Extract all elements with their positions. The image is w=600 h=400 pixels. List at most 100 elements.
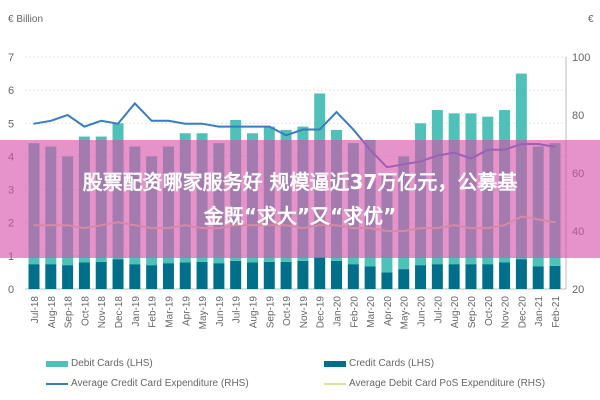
line-point bbox=[134, 102, 136, 105]
line-point bbox=[218, 125, 220, 128]
x-tick-label: Oct-20 bbox=[484, 296, 495, 326]
credit-cards-bar bbox=[331, 260, 343, 289]
left-tick-label: 6 bbox=[8, 85, 14, 97]
x-tick-label: Oct-19 bbox=[282, 296, 293, 326]
x-tick-label: Aug-19 bbox=[248, 296, 259, 329]
x-tick-label: Dec-19 bbox=[316, 296, 327, 329]
credit-cards-bar bbox=[297, 260, 309, 289]
x-tick-label: Sep-19 bbox=[265, 296, 276, 329]
headline-line-2: 金既“求大”又“求优” bbox=[203, 204, 397, 228]
x-tick-label: Aug-20 bbox=[450, 296, 461, 329]
right-tick-label: 80 bbox=[572, 110, 584, 122]
x-tick-label: Dec-18 bbox=[114, 296, 125, 329]
credit-cards-bar bbox=[515, 259, 527, 289]
credit-cards-bar bbox=[230, 260, 242, 289]
left-tick-label: 7 bbox=[8, 52, 14, 64]
line-point bbox=[251, 125, 254, 128]
x-tick-label: Nov-19 bbox=[299, 296, 310, 329]
x-tick-label: May-20 bbox=[400, 296, 411, 330]
x-tick-label: May-19 bbox=[198, 296, 209, 330]
x-tick-label: Apr-20 bbox=[383, 296, 394, 326]
line-point bbox=[318, 128, 321, 131]
legend-debit-cards: Debit Cards (LHS) bbox=[46, 358, 153, 369]
x-tick-label: Jun-19 bbox=[215, 296, 226, 327]
line-point bbox=[285, 134, 287, 137]
line-point bbox=[150, 120, 153, 122]
credit-cards-bar bbox=[482, 264, 494, 289]
legend-label: Debit Cards (LHS) bbox=[71, 358, 153, 369]
legend-label: Average Debit Card PoS Expenditure (RHS) bbox=[349, 378, 546, 389]
line-point bbox=[302, 128, 304, 131]
line-point bbox=[268, 125, 271, 128]
line-point bbox=[100, 120, 103, 122]
line-point bbox=[66, 114, 69, 116]
credit-cards-bar bbox=[415, 265, 427, 289]
x-tick-label: Feb-19 bbox=[148, 296, 159, 328]
credit-cards-bar bbox=[499, 262, 511, 289]
line-point bbox=[184, 122, 187, 125]
legend-label: Credit Cards (LHS) bbox=[349, 358, 435, 369]
x-tick-label: Jun-20 bbox=[417, 296, 428, 327]
x-tick-label: Sep-18 bbox=[64, 296, 75, 329]
line-point bbox=[335, 111, 338, 113]
x-tick-label: Jan-20 bbox=[333, 296, 344, 327]
left-tick-label: 0 bbox=[8, 284, 14, 296]
credit-cards-bar bbox=[280, 261, 292, 289]
credit-cards-bar bbox=[381, 272, 393, 289]
x-tick-label: Mar-19 bbox=[164, 296, 175, 328]
credit-cards-bar bbox=[398, 269, 410, 289]
x-tick-label: Feb-21 bbox=[551, 296, 562, 328]
credit-cards-bar bbox=[364, 266, 376, 289]
right-tick-label: 100 bbox=[572, 52, 590, 64]
credit-cards-bar bbox=[129, 264, 141, 289]
credit-cards-bar bbox=[162, 263, 174, 289]
x-tick-label: Aug-18 bbox=[47, 296, 58, 329]
credit-cards-bar bbox=[314, 257, 326, 289]
headline-line-1: 股票配资哪家服务好 规模逼近37万亿元，公募基 bbox=[82, 170, 518, 194]
x-tick-label: Jan-21 bbox=[534, 296, 545, 327]
line-point bbox=[201, 122, 203, 125]
credit-cards-bar bbox=[549, 265, 561, 289]
x-tick-label: Jul-20 bbox=[433, 296, 444, 324]
credit-cards-bar bbox=[146, 265, 158, 289]
credit-cards-bar bbox=[246, 262, 258, 289]
x-tick-label: Apr-19 bbox=[181, 296, 192, 326]
line-point bbox=[33, 122, 35, 125]
right-axis-unit: € bbox=[588, 14, 594, 25]
credit-cards-bar bbox=[347, 264, 359, 289]
credit-cards-bar bbox=[112, 259, 124, 289]
x-tick-label: Jan-19 bbox=[131, 296, 142, 327]
credit-cards-bar bbox=[532, 266, 544, 289]
x-tick-label: Feb-20 bbox=[349, 296, 360, 328]
credit-cards-bar bbox=[263, 261, 275, 289]
x-tick-label: Jul-18 bbox=[30, 296, 41, 324]
credit-cards-bar bbox=[28, 264, 40, 289]
legend-credit-expenditure: Average Credit Card Expenditure (RHS) bbox=[46, 378, 249, 389]
credit-cards-bar bbox=[95, 261, 107, 289]
x-tick-label: Oct-18 bbox=[80, 296, 91, 326]
credit-cards-bar bbox=[196, 261, 208, 289]
x-tick-label: Jul-19 bbox=[232, 296, 243, 324]
credit-cards-bar bbox=[62, 265, 74, 289]
legend-debit-pos-expenditure: Average Debit Card PoS Expenditure (RHS) bbox=[324, 378, 545, 389]
credit-cards-bar bbox=[431, 264, 443, 289]
left-axis-unit: € Billion bbox=[8, 14, 43, 25]
legend-credit-cards: Credit Cards (LHS) bbox=[324, 358, 434, 369]
credit-cards-bar bbox=[213, 263, 225, 289]
credit-cards-bar bbox=[448, 264, 460, 289]
legend-label: Average Credit Card Expenditure (RHS) bbox=[71, 378, 249, 389]
x-tick-label: Sep-20 bbox=[467, 296, 478, 329]
credit-cards-bar bbox=[179, 262, 191, 289]
line-point bbox=[50, 120, 52, 122]
right-tick-label: 20 bbox=[572, 284, 584, 296]
line-point bbox=[234, 125, 237, 128]
left-tick-label: 5 bbox=[8, 118, 14, 130]
line-point bbox=[167, 120, 170, 122]
line-point bbox=[117, 122, 119, 125]
headline-banner[interactable]: 股票配资哪家服务好 规模逼近37万亿元，公募基 金既“求大”又“求优” bbox=[0, 140, 600, 258]
x-tick-label: Mar-20 bbox=[366, 296, 377, 328]
credit-cards-bar bbox=[78, 262, 90, 289]
x-tick-label: Nov-20 bbox=[501, 296, 512, 329]
credit-cards-bar bbox=[45, 264, 57, 289]
